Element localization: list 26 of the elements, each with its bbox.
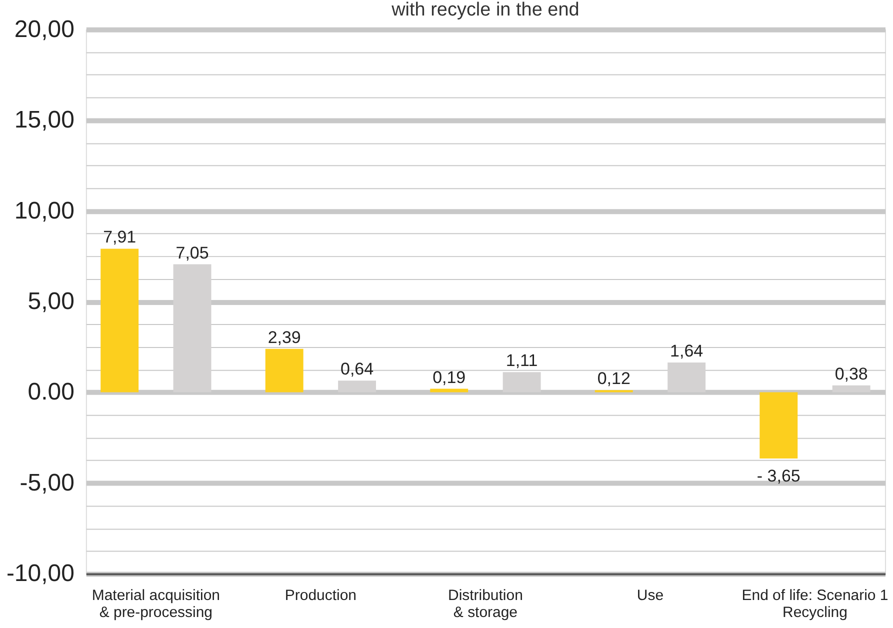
data-label: 7,05 <box>176 243 209 262</box>
bar <box>760 392 798 458</box>
data-label: 0,38 <box>834 364 868 384</box>
y-tick-label: 20,00 <box>14 16 74 43</box>
y-tick-label: -5,00 <box>20 469 74 496</box>
x-tick-label: Use <box>636 587 664 604</box>
y-tick-label: 0.00 <box>28 378 74 406</box>
data-label: 1,64 <box>670 341 704 360</box>
x-tick-label: Production <box>284 587 356 604</box>
bar <box>265 348 304 392</box>
y-tick-label: 10,00 <box>14 197 74 224</box>
chart-title: with recycle in the end <box>390 0 580 20</box>
y-tick-label: -10,00 <box>6 560 74 588</box>
data-label: 1,11 <box>506 351 538 370</box>
data-label: 0,19 <box>432 368 466 387</box>
data-label: - 3,65 <box>756 466 800 486</box>
x-tick-label: Distribution & storage <box>448 587 523 622</box>
x-tick-label: Material acquisition & pre-processing <box>92 587 220 622</box>
data-label: 2,39 <box>268 328 301 347</box>
y-tick-label: 15,00 <box>14 106 74 134</box>
y-tick-label: 5,00 <box>28 288 74 316</box>
data-label: 0,12 <box>597 369 630 388</box>
x-tick-label: End of life: Scenario 1 Recycling <box>742 587 888 622</box>
bar <box>100 248 139 392</box>
data-label: 7,91 <box>103 228 136 247</box>
data-label: 0,64 <box>340 360 374 379</box>
